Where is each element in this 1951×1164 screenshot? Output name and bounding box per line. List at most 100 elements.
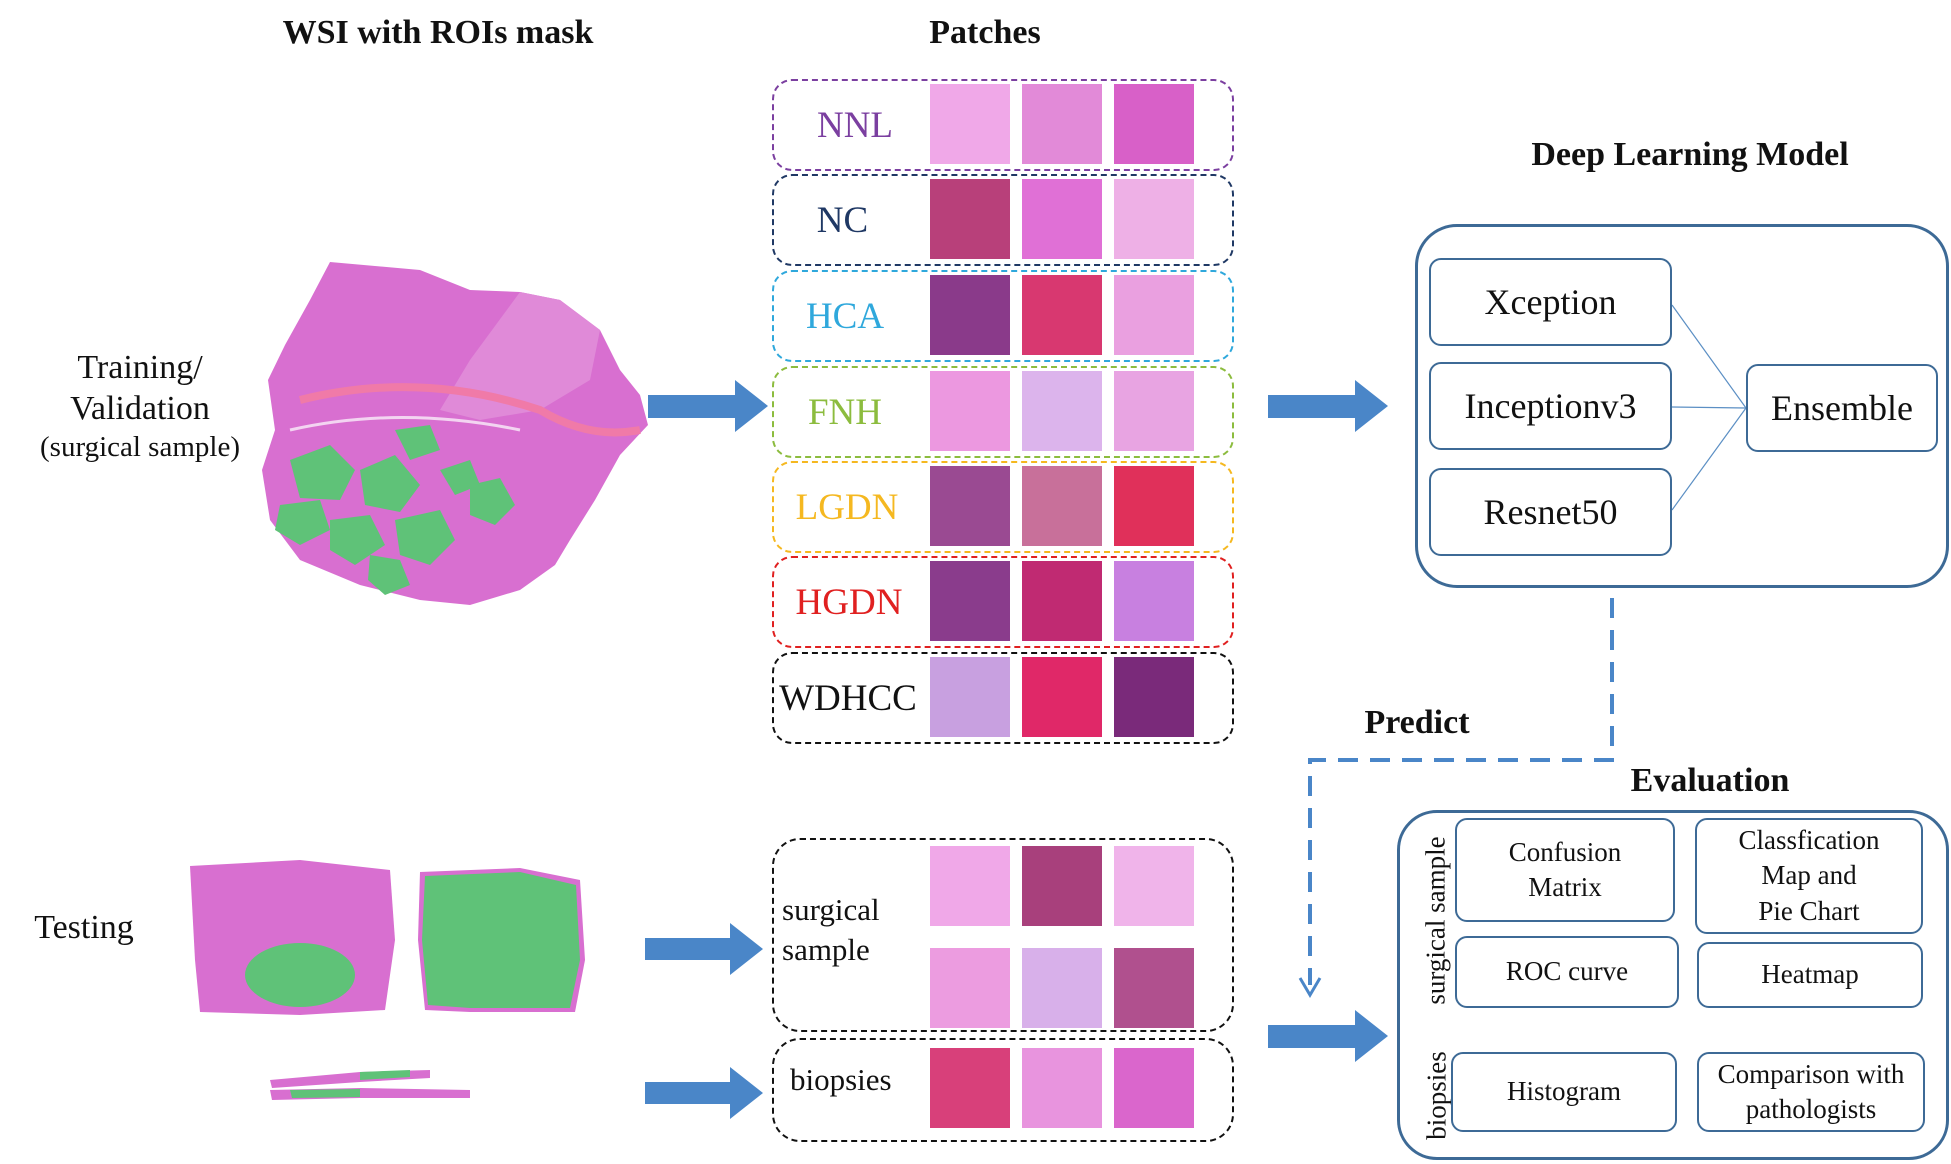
class-box-hgdn bbox=[772, 556, 1234, 648]
class-box-nc bbox=[772, 174, 1234, 266]
class-label-nnl: NNL bbox=[816, 104, 894, 146]
model-header: Deep Learning Model bbox=[1531, 136, 1849, 173]
class-label-hca: HCA bbox=[805, 295, 885, 337]
patch-lgdn-1 bbox=[930, 466, 1010, 546]
evaluation-frame bbox=[1397, 810, 1949, 1160]
test-surgical-label: surgical sample bbox=[782, 890, 880, 971]
eval-confusion-line2: Matrix bbox=[1528, 872, 1602, 902]
arrow-test-to-biopsies bbox=[645, 1067, 763, 1119]
test-biopsy-roi-2 bbox=[290, 1089, 360, 1098]
eval-classmap-line3: Pie Chart bbox=[1758, 895, 1860, 926]
patch-hgdn-1 bbox=[930, 561, 1010, 641]
eval-side-surgical: surgical sample bbox=[1420, 836, 1451, 1005]
wsi-header: WSI with ROIs mask bbox=[282, 14, 594, 51]
roi-region-7 bbox=[368, 555, 410, 595]
class-label-lgdn: LGDN bbox=[795, 486, 899, 528]
class-box-lgdn bbox=[772, 461, 1234, 553]
eval-classification-map: Classfication Map and Pie Chart bbox=[1695, 818, 1923, 934]
roi-region-2 bbox=[360, 455, 420, 512]
roi-region-9 bbox=[440, 460, 480, 495]
eval-histogram: Histogram bbox=[1451, 1052, 1677, 1132]
class-box-nnl bbox=[772, 79, 1234, 171]
test-surgical-line1: surgical bbox=[782, 892, 880, 927]
patch-fnh-2 bbox=[1022, 371, 1102, 451]
eval-classmap-line1: Classfication bbox=[1738, 825, 1880, 856]
test-roi-1 bbox=[245, 943, 355, 1007]
eval-confusion-matrix: Confusion Matrix bbox=[1455, 818, 1675, 922]
model-inceptionv3: Inceptionv3 bbox=[1429, 362, 1672, 450]
test-surgical-line2: sample bbox=[782, 932, 870, 968]
arrow-patches-to-model bbox=[1268, 380, 1388, 432]
flow-arrows bbox=[645, 380, 1388, 1119]
patch-nnl-3 bbox=[1114, 84, 1194, 164]
arrow-test-to-surgical bbox=[645, 923, 763, 975]
eval-compare-line2: pathologists bbox=[1745, 1094, 1877, 1124]
class-label-nc: NC bbox=[816, 199, 869, 241]
patch-nc-3 bbox=[1114, 179, 1194, 259]
eval-compare-line1: Comparison with bbox=[1717, 1058, 1905, 1089]
patch-hca-1 bbox=[930, 275, 1010, 355]
test-group-surgical bbox=[772, 838, 1234, 1032]
patch-hgdn-2 bbox=[1022, 561, 1102, 641]
class-label-wdhcc: WDHCC bbox=[779, 677, 917, 719]
evaluation-header: Evaluation bbox=[1630, 762, 1790, 799]
roi-region-1 bbox=[290, 445, 355, 500]
model-ensemble: Ensemble bbox=[1746, 364, 1938, 452]
patch-nc-2 bbox=[1022, 179, 1102, 259]
patch-wdhcc-3 bbox=[1114, 657, 1194, 737]
training-wsi bbox=[262, 262, 648, 605]
patch-fnh-1 bbox=[930, 371, 1010, 451]
class-box-fnh bbox=[772, 366, 1234, 458]
arrow-patches-to-evaluation bbox=[1268, 1010, 1388, 1062]
ensemble-connectors bbox=[1671, 304, 1747, 511]
eval-roc-curve: ROC curve bbox=[1455, 936, 1679, 1008]
test-biopsy-roi-1 bbox=[360, 1070, 410, 1080]
patch-test-biopsy-2 bbox=[1022, 1048, 1102, 1128]
patch-test-surgical-4 bbox=[930, 948, 1010, 1028]
patch-test-surgical-3 bbox=[1114, 846, 1194, 926]
patch-test-biopsy-3 bbox=[1114, 1048, 1194, 1128]
roi-region-5 bbox=[395, 510, 455, 565]
patches-header: Patches bbox=[929, 14, 1041, 51]
predict-label: Predict bbox=[1364, 704, 1470, 741]
patch-test-surgical-2 bbox=[1022, 846, 1102, 926]
testing-wsi bbox=[190, 860, 585, 1100]
patch-lgdn-2 bbox=[1022, 466, 1102, 546]
test-group-biopsies bbox=[772, 1038, 1234, 1142]
patch-wdhcc-1 bbox=[930, 657, 1010, 737]
patch-nnl-1 bbox=[930, 84, 1010, 164]
roi-region-8 bbox=[395, 425, 440, 460]
patch-hca-3 bbox=[1114, 275, 1194, 355]
patch-nc-1 bbox=[930, 179, 1010, 259]
patch-nnl-2 bbox=[1022, 84, 1102, 164]
eval-comparison-pathologists: Comparison with pathologists bbox=[1697, 1052, 1925, 1132]
training-line2: Validation bbox=[70, 389, 210, 427]
eval-heatmap: Heatmap bbox=[1697, 942, 1923, 1008]
roi-region-4 bbox=[330, 515, 385, 565]
model-resnet50: Resnet50 bbox=[1429, 468, 1672, 556]
class-label-hgdn: HGDN bbox=[795, 581, 903, 623]
eval-classmap-line2: Map and bbox=[1761, 860, 1857, 891]
patch-hca-2 bbox=[1022, 275, 1102, 355]
roi-region-6 bbox=[470, 478, 515, 525]
class-box-hca bbox=[772, 270, 1234, 362]
training-line3: (surgical sample) bbox=[40, 430, 240, 463]
patch-test-surgical-5 bbox=[1022, 948, 1102, 1028]
test-biopsies-label: biopsies bbox=[790, 1062, 892, 1097]
model-frame bbox=[1415, 224, 1949, 588]
eval-confusion-line1: Confusion bbox=[1508, 836, 1622, 867]
arrow-wsi-to-patches bbox=[648, 380, 768, 432]
patch-fnh-3 bbox=[1114, 371, 1194, 451]
testing-label: Testing bbox=[34, 909, 134, 946]
patch-lgdn-3 bbox=[1114, 466, 1194, 546]
predict-connector bbox=[1308, 598, 1614, 985]
eval-side-biopsies: biopsies bbox=[1421, 1051, 1452, 1140]
roi-region-3 bbox=[275, 500, 330, 545]
patch-wdhcc-2 bbox=[1022, 657, 1102, 737]
patch-test-surgical-6 bbox=[1114, 948, 1194, 1028]
patch-test-surgical-1 bbox=[930, 846, 1010, 926]
class-box-wdhcc bbox=[772, 652, 1234, 744]
training-label: Training/ Validation (surgical sample) bbox=[20, 348, 260, 464]
class-label-fnh: FNH bbox=[807, 391, 883, 433]
